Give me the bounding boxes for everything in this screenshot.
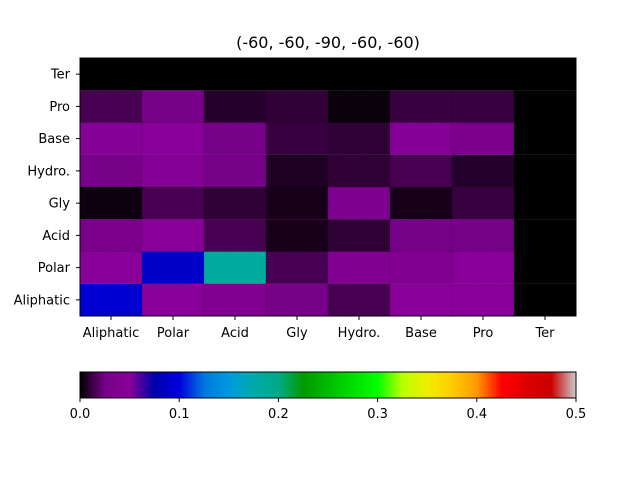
heatmap-cell: [141, 283, 205, 317]
heatmap-cell: [451, 57, 515, 91]
heatmap-cell: [265, 57, 329, 91]
colorbar-tick-label: 0.2: [268, 407, 289, 422]
x-tick-label: Base: [405, 326, 437, 341]
x-axis: Aliphatic Polar Acid Gly Hydro. Base Pro Ter: [83, 316, 555, 341]
x-tick-label: Ter: [534, 326, 555, 341]
heatmap-cell: [203, 122, 267, 156]
heatmap-cell: [389, 283, 453, 317]
heatmap-cell: [203, 154, 267, 188]
y-tick-label: Hydro.: [27, 164, 70, 179]
heatmap-cell: [79, 122, 143, 156]
heatmap-cell: [265, 218, 329, 252]
y-tick-label: Acid: [42, 229, 70, 244]
heatmap-cell: [327, 218, 391, 252]
heatmap-cell: [513, 186, 577, 220]
heatmap-cell: [141, 154, 205, 188]
heatmap-cell: [141, 186, 205, 220]
heatmap-cell: [327, 251, 391, 285]
heatmap-cell: [513, 154, 577, 188]
plot-frame: [79, 57, 577, 317]
y-tick-label: Polar: [38, 261, 71, 276]
heatmap-cell: [141, 122, 205, 156]
heatmap-cell: [513, 251, 577, 285]
colorbar-tick-label: 0.5: [566, 407, 587, 422]
heatmap-cell: [141, 218, 205, 252]
heatmap-cell: [203, 251, 267, 285]
heatmap-cell: [265, 283, 329, 317]
chart-title: (-60, -60, -90, -60, -60): [236, 33, 420, 52]
heatmap-cell: [389, 218, 453, 252]
x-tick-label: Hydro.: [338, 326, 381, 341]
colorbar-axis: 0.0 0.1 0.2 0.3 0.4 0.5: [70, 398, 587, 422]
heatmap-cell: [451, 283, 515, 317]
heatmap-cell: [451, 218, 515, 252]
y-axis: Aliphatic Polar Acid Gly Hydro. Base Pro Ter: [14, 68, 80, 308]
colorbar-tick-label: 0.4: [466, 407, 487, 422]
heatmap-cell: [327, 154, 391, 188]
heatmap-cell: [265, 186, 329, 220]
heatmap-cell: [389, 251, 453, 285]
heatmap-cell: [265, 154, 329, 188]
x-tick-label: Acid: [221, 326, 249, 341]
colorbar-tick-label: 0.3: [367, 407, 388, 422]
heatmap-cell: [389, 154, 453, 188]
heatmap-cell: [203, 186, 267, 220]
heatmap-cell: [141, 251, 205, 285]
heatmap-cell: [203, 218, 267, 252]
y-tick-label: Gly: [49, 197, 71, 212]
heatmap-cell: [513, 218, 577, 252]
heatmap-cell: [141, 89, 205, 123]
x-tick-label: Pro: [473, 326, 494, 341]
heatmap-cell: [513, 283, 577, 317]
heatmap-cell: [79, 283, 143, 317]
heatmap-cell: [327, 57, 391, 91]
heatmap-cell: [141, 57, 205, 91]
heatmap-cell: [79, 218, 143, 252]
y-tick-label: Ter: [50, 68, 71, 83]
heatmap-cell: [451, 186, 515, 220]
heatmap-cell: [389, 89, 453, 123]
colorbar-tick-label: 0.0: [70, 407, 91, 422]
colorbar-tick-label: 0.1: [169, 407, 190, 422]
heatmap-cell: [203, 57, 267, 91]
heatmap-cell: [389, 122, 453, 156]
colorbar: [79, 371, 577, 399]
heatmap-cell: [389, 57, 453, 91]
heatmap-cell: [513, 89, 577, 123]
heatmap-cells: [79, 57, 577, 317]
heatmap-cell: [451, 122, 515, 156]
heatmap-cell: [451, 251, 515, 285]
heatmap-cell: [327, 186, 391, 220]
heatmap-cell: [79, 57, 143, 91]
y-tick-label: Base: [38, 132, 70, 147]
heatmap-cell: [265, 122, 329, 156]
heatmap-cell: [327, 89, 391, 123]
heatmap-cell: [265, 251, 329, 285]
heatmap-cell: [79, 154, 143, 188]
y-tick-label: Pro: [49, 100, 70, 115]
heatmap-cell: [513, 122, 577, 156]
heatmap-cell: [203, 89, 267, 123]
heatmap-cell: [203, 283, 267, 317]
heatmap-cell: [79, 186, 143, 220]
heatmap-cell: [451, 154, 515, 188]
x-tick-label: Polar: [157, 326, 190, 341]
heatmap-cell: [79, 251, 143, 285]
y-tick-label: Aliphatic: [14, 293, 70, 308]
x-tick-label: Aliphatic: [83, 326, 139, 341]
heatmap-cell: [265, 89, 329, 123]
heatmap-cell: [327, 283, 391, 317]
heatmap-cell: [327, 122, 391, 156]
x-tick-label: Gly: [286, 326, 308, 341]
heatmap-cell: [389, 186, 453, 220]
heatmap-cell: [513, 57, 577, 91]
heatmap-cell: [451, 89, 515, 123]
heatmap-cell: [79, 89, 143, 123]
